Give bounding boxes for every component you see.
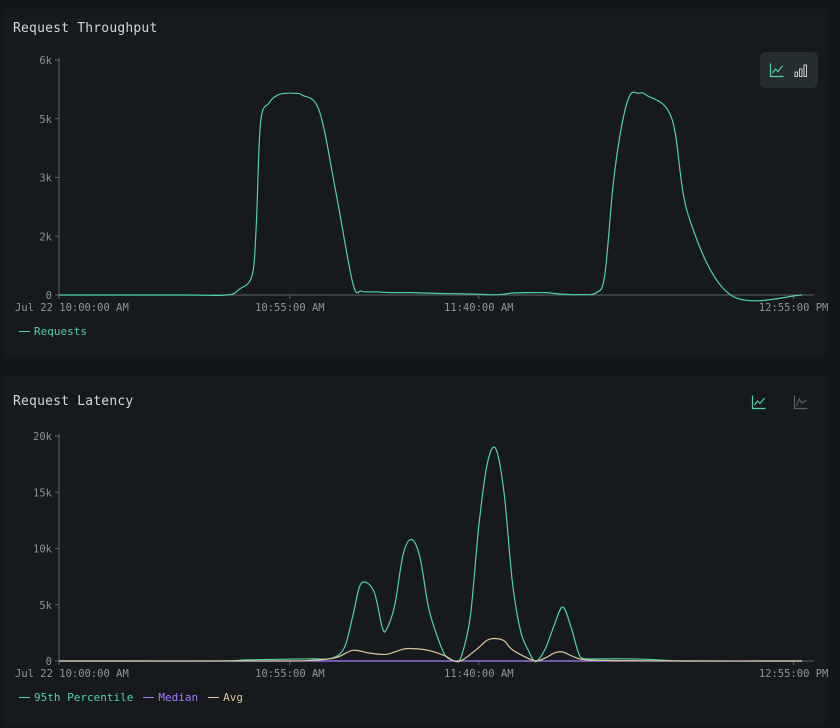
chart-type-toggle: [760, 52, 818, 88]
x-tick-label: 10:55:00 AM: [255, 668, 325, 680]
series-line: [58, 637, 803, 663]
y-tick-label: 20k: [33, 431, 53, 443]
series-line: [58, 91, 803, 302]
x-tick-label: Jul 22 10:00:00 AM: [15, 668, 129, 680]
latency-panel: Request Latency 0 5k 10k 15k 20k Jul 22 10:00…: [4, 375, 829, 725]
x-tick-label: 11:40:00 AM: [444, 302, 514, 314]
legend-swatch: [143, 697, 155, 698]
y-tick-label: 0: [46, 656, 52, 668]
legend-swatch: [19, 697, 30, 698]
y-tick-label: 5k: [39, 600, 52, 612]
legend-item[interactable]: Avg: [208, 691, 243, 704]
chart-legend: 95th Percentile Median Avg: [19, 691, 243, 704]
x-tick-label: 10:55:00 AM: [255, 302, 325, 314]
throughput-panel: Request Throughput 0 2k 3k 5k 6k Jul 22 10:00…: [4, 9, 829, 357]
chart-type-toggle: [742, 389, 818, 415]
area-chart-icon[interactable]: [793, 394, 809, 410]
y-tick-label: 0: [46, 290, 52, 302]
panel-title: Request Latency: [13, 394, 134, 409]
throughput-chart: 0 2k 3k 5k 6k Jul 22 10:00:00 AM 10:55:00 AM 11…: [15, 55, 829, 314]
y-tick-label: 10k: [33, 544, 53, 556]
legend-label: Median: [158, 691, 199, 704]
y-tick-label: 5k: [39, 114, 52, 126]
bar-chart-icon[interactable]: [793, 62, 809, 78]
chart-legend: Requests: [19, 325, 87, 338]
panel-title: Request Throughput: [13, 21, 158, 36]
legend-swatch: [19, 331, 30, 332]
line-chart-icon[interactable]: [751, 394, 767, 410]
legend-item[interactable]: Requests: [19, 325, 87, 338]
latency-chart: 0 5k 10k 15k 20k Jul 22 10:00:00 AM 10:55:00 A…: [15, 431, 829, 680]
x-tick-label: 12:55:00 PM: [759, 302, 829, 314]
legend-label: Requests: [34, 325, 87, 338]
x-tick-label: 12:55:00 PM: [759, 668, 829, 680]
legend-label: 95th Percentile: [34, 691, 134, 704]
legend-label: Avg: [223, 691, 243, 704]
y-tick-label: 6k: [39, 55, 52, 67]
x-tick-label: Jul 22 10:00:00 AM: [15, 302, 129, 314]
y-tick-label: 3k: [39, 173, 52, 185]
y-tick-label: 2k: [39, 231, 52, 243]
x-tick-label: 11:40:00 AM: [444, 668, 514, 680]
legend-swatch: [208, 697, 220, 698]
legend-item[interactable]: 95th Percentile: [19, 691, 133, 704]
series-line: [58, 446, 803, 663]
line-chart-icon[interactable]: [769, 62, 785, 78]
legend-item[interactable]: Median: [143, 691, 198, 704]
y-tick-label: 15k: [33, 487, 53, 499]
